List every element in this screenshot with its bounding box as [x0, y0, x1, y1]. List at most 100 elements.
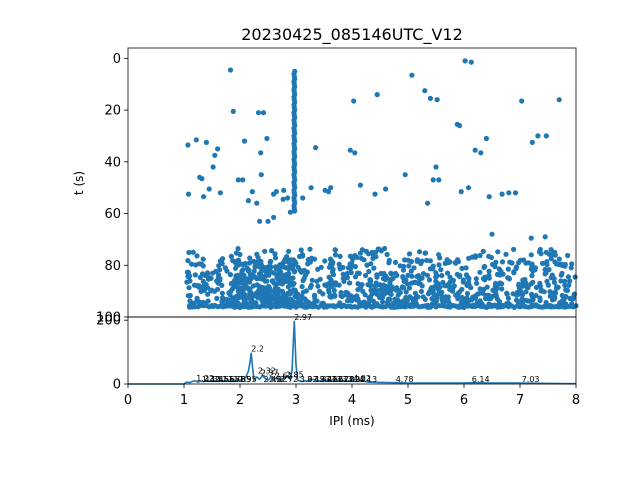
histogram-y-tick-label: 200 — [96, 314, 121, 329]
scatter-point-band — [556, 256, 562, 262]
scatter-point — [409, 72, 415, 78]
scatter-point-band — [326, 264, 333, 270]
scatter-point-band — [401, 278, 407, 284]
scatter-point — [249, 189, 255, 195]
scatter-point — [212, 152, 218, 158]
scatter-point-band — [372, 283, 378, 289]
scatter-point-band — [372, 290, 379, 296]
scatter-point-band — [381, 270, 387, 277]
scatter-point-band — [487, 296, 494, 302]
scatter-point-band — [539, 260, 546, 266]
histogram-y-ticks: 0 200 — [96, 314, 128, 393]
scatter-point-band — [510, 291, 516, 297]
scatter-point — [430, 177, 436, 183]
scatter-point-band — [198, 285, 204, 291]
scatter-point-band — [358, 284, 364, 290]
scatter-point-band — [200, 256, 206, 262]
scatter-point-band — [495, 249, 501, 255]
scatter-point-band — [258, 262, 264, 268]
scatter-point-band — [350, 256, 356, 262]
scatter-point-band — [543, 270, 549, 276]
scatter-point-band — [279, 288, 286, 294]
scatter-point-band — [246, 286, 252, 292]
scatter-point-band — [523, 289, 529, 295]
scatter-point-band — [309, 277, 315, 283]
scatter-point-band — [465, 274, 471, 280]
scatter-point-band — [262, 278, 268, 284]
scatter-point-band — [332, 247, 338, 253]
scatter-point-band — [459, 294, 465, 300]
scatter-point-band — [418, 260, 424, 267]
scatter-point-band — [311, 256, 318, 262]
scatter-point-band — [439, 272, 445, 279]
scatter-point-band — [382, 245, 388, 252]
scatter-point-band — [528, 252, 534, 258]
scatter-point-band — [268, 264, 274, 270]
scatter-point-band — [299, 252, 306, 258]
scatter-point — [433, 164, 439, 170]
scatter-point — [215, 146, 221, 152]
scatter-point — [206, 186, 212, 192]
histogram-y-tick-label: 0 — [113, 378, 121, 393]
histogram-x-tick-label: 0 — [124, 393, 132, 408]
scatter-point-band — [361, 257, 367, 263]
scatter-point-band — [473, 276, 479, 282]
scatter-point-band — [507, 259, 513, 265]
scatter-point-band — [332, 293, 338, 299]
scatter-point-band — [375, 246, 381, 252]
scatter-point-band — [288, 276, 294, 282]
scatter-point-band — [499, 286, 505, 292]
scatter-point-band — [402, 257, 408, 263]
scatter-y-tick-label: 20 — [104, 104, 121, 119]
histogram-x-tick-label: 6 — [460, 393, 468, 408]
scatter-point-band — [498, 268, 504, 274]
peak-annotation: 1.35 — [205, 375, 223, 384]
scatter-point-band — [185, 273, 191, 280]
scatter-point-band — [419, 283, 425, 289]
scatter-y-tick-label: 80 — [104, 259, 121, 274]
peak-annotation: 2.52 — [269, 375, 287, 384]
scatter-point — [422, 88, 428, 94]
scatter-point-band — [205, 291, 211, 297]
scatter-point — [227, 67, 234, 73]
scatter-point-band — [240, 262, 246, 268]
scatter-point-band — [420, 294, 426, 300]
scatter-point-band — [276, 276, 282, 282]
scatter-y-tick-label: 40 — [104, 155, 121, 170]
scatter-point — [328, 185, 334, 191]
scatter-point-band — [483, 295, 489, 302]
peak-annotation: 3.62 — [331, 375, 349, 384]
scatter-point — [483, 135, 489, 142]
scatter-point — [235, 177, 241, 183]
scatter-point-band — [337, 253, 343, 259]
scatter-point-band — [511, 270, 517, 276]
peak-annotation: 2.62 — [275, 372, 293, 381]
scatter-point-band — [569, 261, 575, 267]
scatter-point-band — [408, 268, 414, 274]
scatter-point-band — [347, 280, 353, 286]
scatter-point — [458, 189, 464, 195]
scatter-point-band — [292, 294, 298, 300]
scatter-point — [529, 139, 535, 145]
scatter-point-band — [238, 291, 244, 297]
peak-annotation: 2.32 — [258, 366, 276, 375]
scatter-point-band — [437, 255, 443, 261]
scatter-point-band — [384, 251, 390, 258]
histogram-x-tick-label: 3 — [292, 393, 300, 408]
scatter-point-band — [337, 264, 343, 270]
scatter-point-band — [513, 264, 520, 270]
scatter-point-band — [514, 289, 521, 295]
scatter-point-band — [563, 287, 569, 293]
scatter-point-band — [285, 284, 291, 290]
scatter-point-band — [197, 274, 203, 280]
scatter-point-band — [405, 272, 411, 278]
scatter-point-band — [451, 283, 457, 289]
chart-title: 20230425_085146UTC_V12 — [241, 25, 463, 45]
peak-annotation: 2.72 — [280, 375, 298, 384]
scatter-point-band — [548, 256, 554, 262]
scatter-point-band — [278, 264, 284, 270]
scatter-point-band — [380, 285, 387, 291]
scatter-point-band — [242, 285, 248, 292]
scatter-point-band — [424, 272, 431, 278]
scatter-point-cluster — [292, 208, 298, 214]
